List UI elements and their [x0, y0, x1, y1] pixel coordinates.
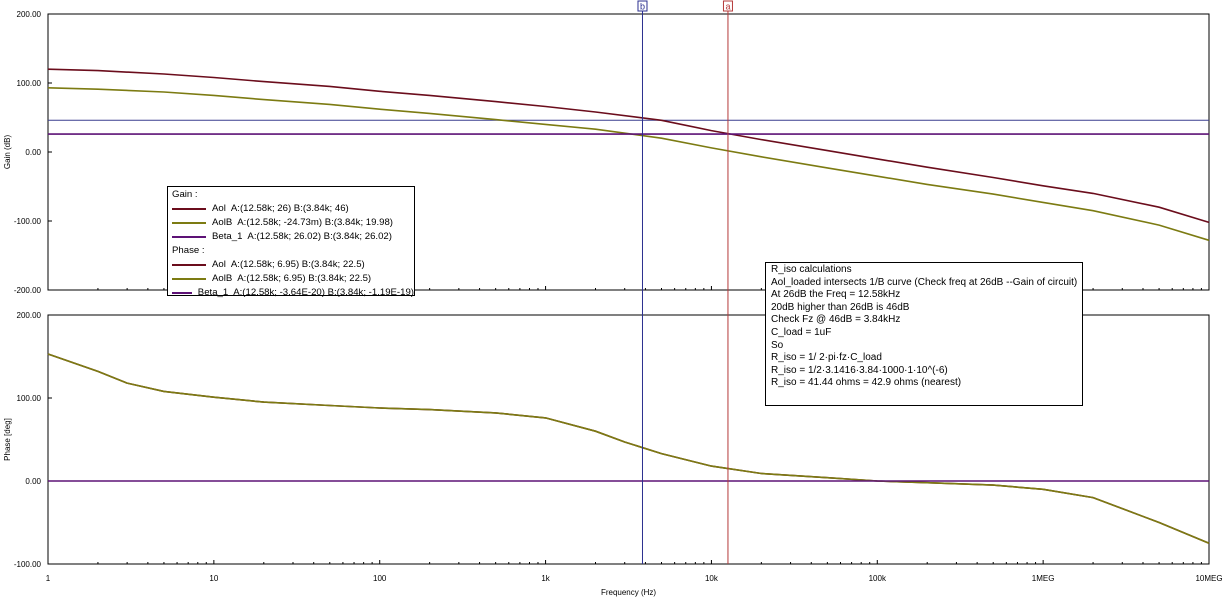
note-line: R_iso calculations: [771, 264, 852, 275]
cursor-a-label: a: [725, 2, 730, 12]
note-line: So: [771, 339, 784, 351]
note-line: 20dB higher than 26dB is 46dB: [771, 301, 910, 313]
note-line: R_iso = 1/2·3.1416·3.84·1000·1·10^(-6): [771, 364, 948, 376]
x-tick-label: 10k: [705, 574, 719, 583]
legend-gain-row: Aol A:(12.58k; 26) B:(3.84k; 46): [172, 202, 414, 216]
legend-gain-row: Beta_1 A:(12.58k; 26.02) B:(3.84k; 26.02…: [172, 230, 414, 244]
legend-series-name: Aol: [212, 259, 226, 270]
x-tick-label: 100: [373, 574, 387, 583]
y-tick-label: 0.00: [25, 477, 41, 486]
legend-series-name: Beta_1: [212, 231, 243, 242]
x-tick-label: 10MEG: [1195, 574, 1222, 583]
legend-gain-title: Gain :: [172, 189, 198, 200]
legend-phase-row: Beta_1 A:(12.58k; -3.64E-20) B:(3.84k; -…: [172, 286, 414, 300]
legend-cursor-values: A:(12.58k; 26.02) B:(3.84k; 26.02): [247, 231, 392, 242]
y-tick-label: -200.00: [14, 286, 42, 295]
legend-cursor-values: A:(12.58k; -24.73m) B:(3.84k; 19.98): [237, 217, 393, 228]
cursor-a-marker: [722, 0, 733, 12]
legend-cursor-values: A:(12.58k; -3.64E-20) B:(3.84k; -1.19E-1…: [233, 287, 414, 298]
note-line: R_iso = 1/ 2·pi·fz·C_load: [771, 352, 882, 364]
legend-phase-title: Phase :: [172, 245, 205, 256]
legend-swatch: [172, 222, 206, 224]
cursor-b-label: b: [640, 2, 645, 12]
legend-gain-row: AolB A:(12.58k; -24.73m) B:(3.84k; 19.98…: [172, 216, 414, 230]
legend-series-name: AolB: [212, 273, 233, 284]
legend-box: Gain : Aol A:(12.58k; 26) B:(3.84k; 46) …: [167, 186, 415, 298]
series-aol-line: [47, 68, 1210, 224]
y-axis-label: Gain (dB): [3, 135, 12, 170]
legend-cursor-values: A:(12.58k; 6.95) B:(3.84k; 22.5): [230, 259, 365, 270]
legend-cursor-values: A:(12.58k; 26) B:(3.84k; 46): [230, 203, 349, 214]
note-line: Check Fz @ 46dB = 3.84kHz: [771, 314, 901, 326]
legend-swatch: [172, 236, 206, 238]
phase-panel: 200.00 100.00 0.00 -100.00 1 10 100 1k 10k 100k 1M…: [3, 311, 1223, 597]
legend-swatch: [172, 208, 206, 210]
legend-series-name: Beta_1: [197, 287, 229, 298]
x-axis-label: Frequency (Hz): [601, 588, 656, 597]
y-tick-label: 100.00: [17, 79, 42, 88]
legend-cursor-values: A:(12.58k; 6.95) B:(3.84k; 22.5): [237, 273, 372, 284]
y-tick-label: -100.00: [14, 217, 42, 226]
legend-swatch: [172, 292, 192, 294]
y-tick-label: -100.00: [14, 560, 42, 569]
x-tick-label: 1: [46, 574, 51, 583]
legend-swatch: [172, 264, 206, 266]
series-aolb-line: [47, 353, 1210, 545]
legend-swatch: [172, 278, 206, 280]
y-tick-label: 200.00: [17, 311, 42, 320]
x-tick-label: 10: [209, 574, 218, 583]
x-tick-label: 1k: [541, 574, 550, 583]
cursor-b-marker: [637, 0, 648, 12]
note-line: R_iso = 41.44 ohms = 42.9 ohms (nearest): [771, 377, 962, 389]
note-line: Aol_loaded intersects 1/B curve (Check f…: [771, 276, 1078, 288]
y-tick-label: 0.00: [25, 148, 41, 157]
legend-phase-row: Aol A:(12.58k; 6.95) B:(3.84k; 22.5): [172, 258, 414, 272]
x-tick-label: 100k: [869, 574, 887, 583]
x-tick-label: 1MEG: [1032, 574, 1055, 583]
note-line: At 26dB the Freq = 12.58kHz: [771, 289, 901, 301]
legend-series-name: Aol: [212, 203, 226, 214]
calculation-note: R_iso calculations Aol_loaded intersects…: [765, 262, 1083, 406]
plot-frame: [47, 314, 1210, 565]
legend-phase-row: AolB A:(12.58k; 6.95) B:(3.84k; 22.5): [172, 272, 414, 286]
legend-series-name: AolB: [212, 217, 233, 228]
y-tick-label: 100.00: [17, 394, 42, 403]
y-tick-label: 200.00: [17, 10, 42, 19]
gain-panel: 200.00 100.00 0.00 -100.00 -200.00 Gain (dB): [3, 10, 1210, 295]
note-line: C_load = 1uF: [771, 326, 832, 338]
y-axis-label: Phase [deg]: [3, 418, 12, 461]
